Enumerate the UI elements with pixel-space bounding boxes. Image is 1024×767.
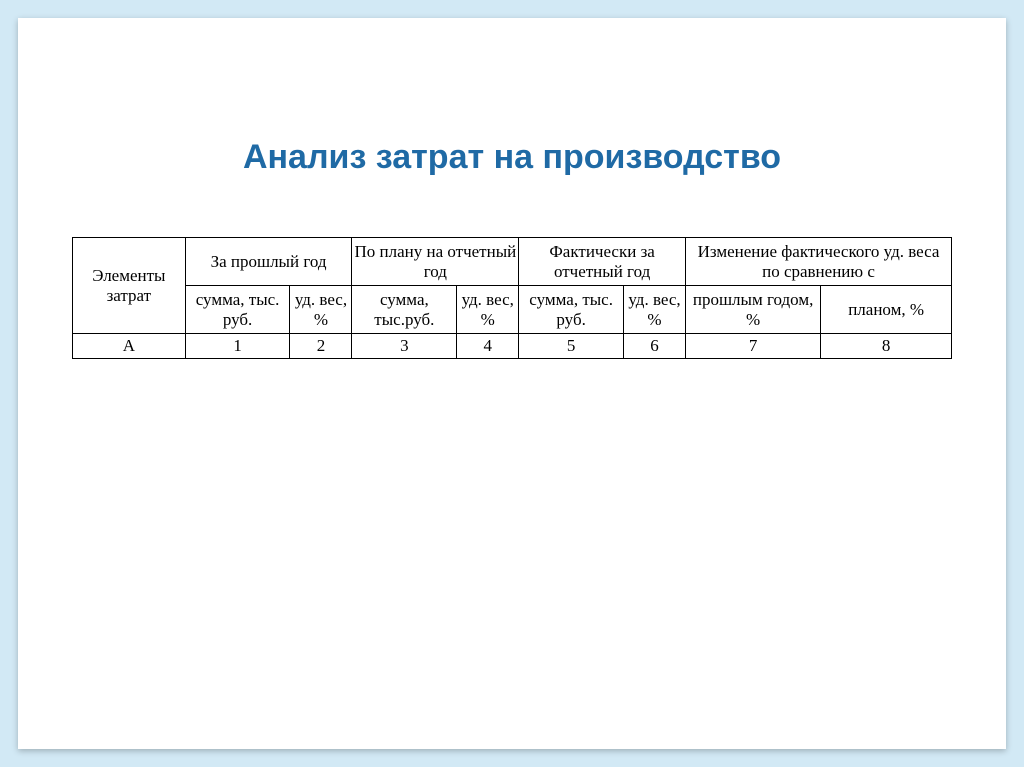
header-group-actual: Фактически за отчетный год [519, 238, 686, 286]
header-group-last-year: За прошлый год [185, 238, 352, 286]
table-header-row-2: сумма, тыс. руб. уд. вес, % сумма, тыс.р… [73, 286, 952, 334]
index-cell-6: 6 [624, 334, 686, 359]
subhead-plan-sum: сумма, тыс.руб. [352, 286, 457, 334]
index-cell-A: А [73, 334, 186, 359]
subhead-actual-share: уд. вес, % [624, 286, 686, 334]
table-header-row-1: Элементы затрат За прошлый год По плану … [73, 238, 952, 286]
subhead-actual-sum: сумма, тыс. руб. [519, 286, 624, 334]
index-cell-2: 2 [290, 334, 352, 359]
index-cell-4: 4 [457, 334, 519, 359]
header-elements: Элементы затрат [73, 238, 186, 334]
slide-card: Анализ затрат на производство Элементы з… [18, 18, 1006, 749]
subhead-change-vs-plan: планом, % [821, 286, 952, 334]
index-cell-8: 8 [821, 334, 952, 359]
header-group-plan: По плану на отчетный год [352, 238, 519, 286]
index-cell-1: 1 [185, 334, 290, 359]
subhead-last-year-share: уд. вес, % [290, 286, 352, 334]
index-cell-7: 7 [686, 334, 821, 359]
index-cell-5: 5 [519, 334, 624, 359]
subhead-change-vs-last: прошлым годом, % [686, 286, 821, 334]
page-title: Анализ затрат на производство [68, 138, 956, 177]
slide-frame: Анализ затрат на производство Элементы з… [0, 0, 1024, 767]
subhead-last-year-sum: сумма, тыс. руб. [185, 286, 290, 334]
header-group-change: Изменение фактического уд. веса по сравн… [686, 238, 952, 286]
table-index-row: А 1 2 3 4 5 6 7 8 [73, 334, 952, 359]
cost-analysis-table: Элементы затрат За прошлый год По плану … [72, 237, 952, 359]
subhead-plan-share: уд. вес, % [457, 286, 519, 334]
index-cell-3: 3 [352, 334, 457, 359]
